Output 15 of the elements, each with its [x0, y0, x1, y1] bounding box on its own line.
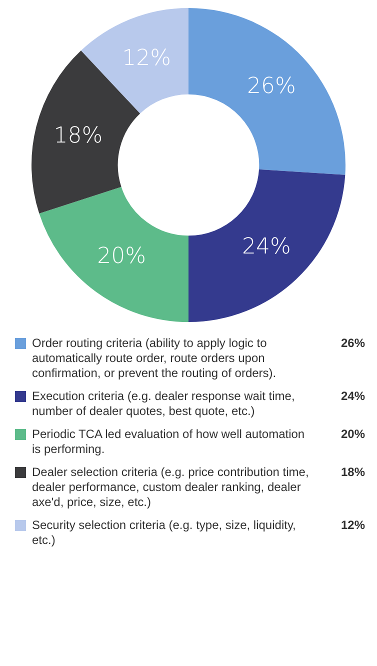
text: 18% [340, 465, 365, 479]
text: 12% [340, 518, 365, 532]
legend-label: Security selection criteria (e.g. type, size, liquidity, etc.) [32, 518, 297, 548]
text: 24% [340, 389, 365, 403]
data-label: 24% [242, 234, 291, 260]
text: 20% [340, 427, 365, 441]
legend-label: Dealer selection criteria (e.g. price contribution time, dealer performance, custom dealer ranking, dealer axe'd, price, size, etc.) [32, 465, 310, 510]
legend-label: Execution criteria (e.g. dealer response wait time, number of dealer quotes, best quote, etc.) [32, 389, 296, 419]
data-label: 18% [54, 123, 103, 148]
data-label: 26% [247, 74, 296, 99]
data-label: 20% [97, 244, 146, 269]
data-label: 12% [122, 46, 172, 71]
text: 26% [340, 336, 365, 350]
legend-label: Order routing criteria (ability to apply logic to automatically route order, route orders upon confirmation, or prevent the routing of orders). [32, 336, 278, 381]
legend-label: Periodic TCA led evaluation of how well automation is performing. [32, 427, 306, 457]
